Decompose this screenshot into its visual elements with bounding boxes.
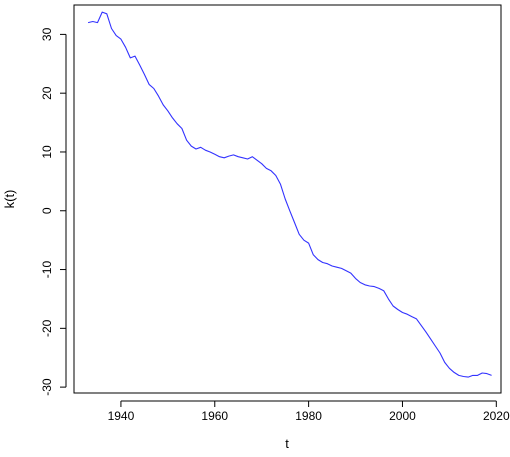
y-tick-label: 0 [40, 207, 54, 214]
x-axis-label: t [285, 436, 289, 451]
y-tick-label: -20 [40, 319, 54, 337]
series-line [87, 11, 492, 378]
plot-area-frame [73, 4, 502, 394]
y-tick-label: 30 [40, 27, 54, 41]
x-tick-label: 1980 [295, 409, 322, 423]
x-axis: 1940 1960 1980 2000 2020 [108, 400, 510, 423]
y-tick-label: 10 [40, 145, 54, 159]
y-tick-label: -30 [40, 378, 54, 396]
y-axis: -30 -20 -10 0 10 20 30 [40, 27, 67, 396]
y-tick-label: -10 [40, 261, 54, 279]
y-tick-label: 20 [40, 86, 54, 100]
x-tick-label: 2000 [389, 409, 416, 423]
series-layer [87, 11, 492, 378]
x-tick-label: 1940 [108, 409, 135, 423]
x-tick-label: 1960 [201, 409, 228, 423]
y-axis-label: k(t) [2, 190, 17, 209]
x-tick-label: 2020 [483, 409, 510, 423]
